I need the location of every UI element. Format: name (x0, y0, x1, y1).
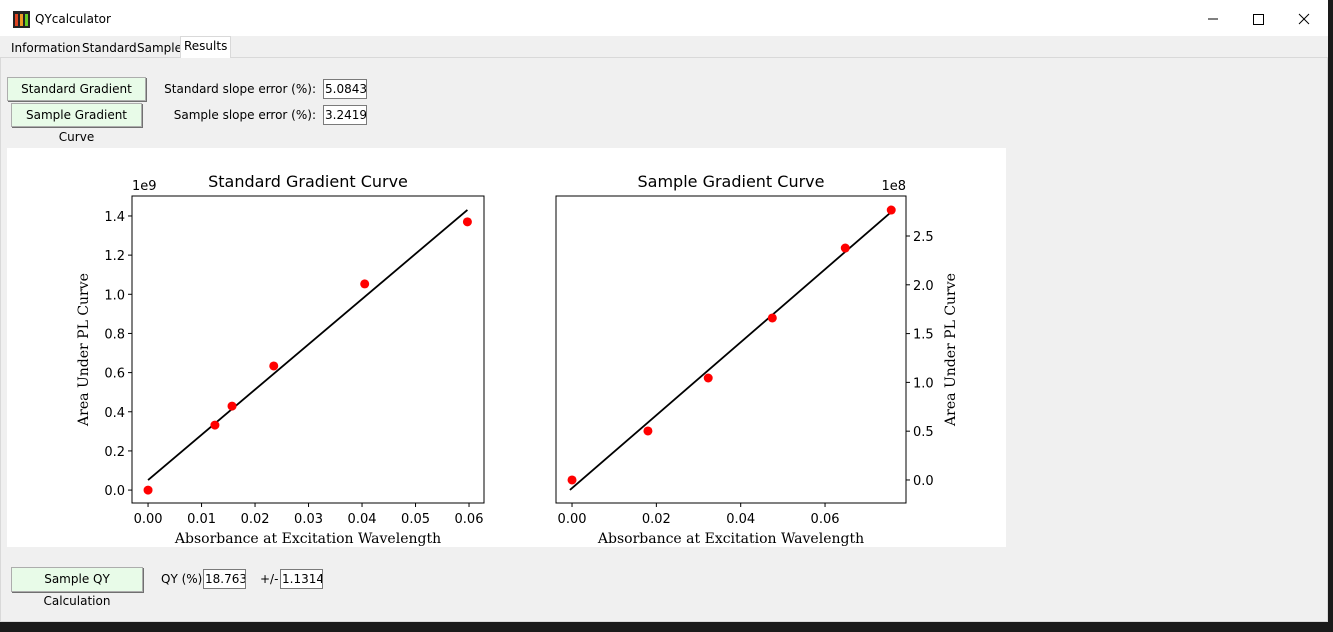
title-bar: QYcalculator (0, 0, 1328, 36)
x-tick-label: 0.02 (241, 512, 270, 527)
x-tick-label: 0.06 (811, 512, 840, 527)
data-point (643, 426, 653, 436)
y-tick-label: 1.0 (913, 376, 934, 391)
tab[interactable]: Standard (82, 41, 137, 55)
label: QY (%): (161, 572, 207, 586)
y-tick-label: 0.0 (913, 474, 934, 489)
text-input[interactable]: 5.08431 (323, 79, 367, 99)
button[interactable]: Sample QY Calculation (11, 567, 143, 608)
label: +/- (260, 572, 279, 586)
x-tick-label: 0.03 (294, 512, 323, 527)
x-tick-label: 0.00 (558, 512, 587, 527)
x-tick-label: 0.02 (642, 512, 671, 527)
y-offset-text: 1e8 (881, 179, 906, 194)
button[interactable]: Standard Gradient Curve (7, 77, 146, 118)
chart-title: Sample Gradient Curve (637, 172, 824, 191)
x-axis-label: Absorbance at Excitation Wavelength (174, 531, 441, 547)
axes-frame (555, 195, 907, 504)
tab[interactable]: Sample (137, 41, 182, 55)
y-tick-label: 1.0 (104, 288, 125, 303)
x-tick-label: 0.01 (187, 512, 216, 527)
data-point (703, 373, 713, 383)
y-tick-label: 2.0 (913, 279, 934, 294)
data-point (360, 279, 370, 289)
label: Standard slope error (%): (164, 82, 316, 96)
axes-frame (131, 195, 485, 504)
x-tick-label: 0.04 (726, 512, 755, 527)
x-tick-label: 0.04 (348, 512, 377, 527)
data-point (567, 475, 577, 485)
y-tick-label: 1.2 (104, 249, 125, 264)
fit-line (147, 209, 468, 481)
app-icon (13, 11, 30, 28)
text-input[interactable]: 1.13140 (280, 569, 323, 589)
window-controls[interactable] (1195, 8, 1320, 30)
tab[interactable]: Results (180, 36, 232, 58)
chart-title: Standard Gradient Curve (208, 172, 408, 191)
data-point (767, 313, 777, 323)
data-point (840, 243, 850, 253)
y-tick-label: 0.6 (104, 367, 125, 382)
window-title: QYcalculator (35, 12, 111, 26)
data-point (462, 217, 472, 227)
data-point (269, 361, 279, 371)
tab[interactable]: Information (11, 41, 81, 55)
x-axis-label: Absorbance at Excitation Wavelength (597, 531, 864, 547)
text-input[interactable]: 3.24190 (323, 105, 367, 125)
data-point (143, 485, 153, 495)
y-tick-label: 0.0 (104, 484, 125, 499)
y-tick-label: 0.8 (104, 327, 125, 342)
data-point (210, 420, 220, 430)
text-input[interactable]: 18.7630 (203, 569, 246, 589)
y-tick-label: 0.2 (104, 445, 125, 460)
fit-line (569, 211, 892, 491)
data-point (227, 401, 237, 411)
y-tick-label: 0.5 (913, 425, 934, 440)
y-tick-label: 2.5 (913, 230, 934, 245)
plot-canvas: Standard Gradient Curve Absorbance at Exc… (7, 148, 1006, 547)
x-tick-label: 0.06 (455, 512, 484, 527)
y-tick-label: 1.4 (104, 210, 125, 225)
y-tick-label: 1.5 (913, 328, 934, 343)
data-point (886, 205, 896, 215)
label: Sample slope error (%): (173, 108, 316, 122)
y-axis-label: Area Under PL Curve (76, 273, 92, 427)
y-offset-text: 1e9 (132, 179, 157, 194)
x-tick-label: 0.05 (401, 512, 430, 527)
button[interactable]: Sample Gradient Curve (11, 103, 142, 144)
y-axis-label: Area Under PL Curve (943, 273, 959, 427)
x-tick-label: 0.00 (134, 512, 163, 527)
y-tick-label: 0.4 (104, 406, 125, 421)
